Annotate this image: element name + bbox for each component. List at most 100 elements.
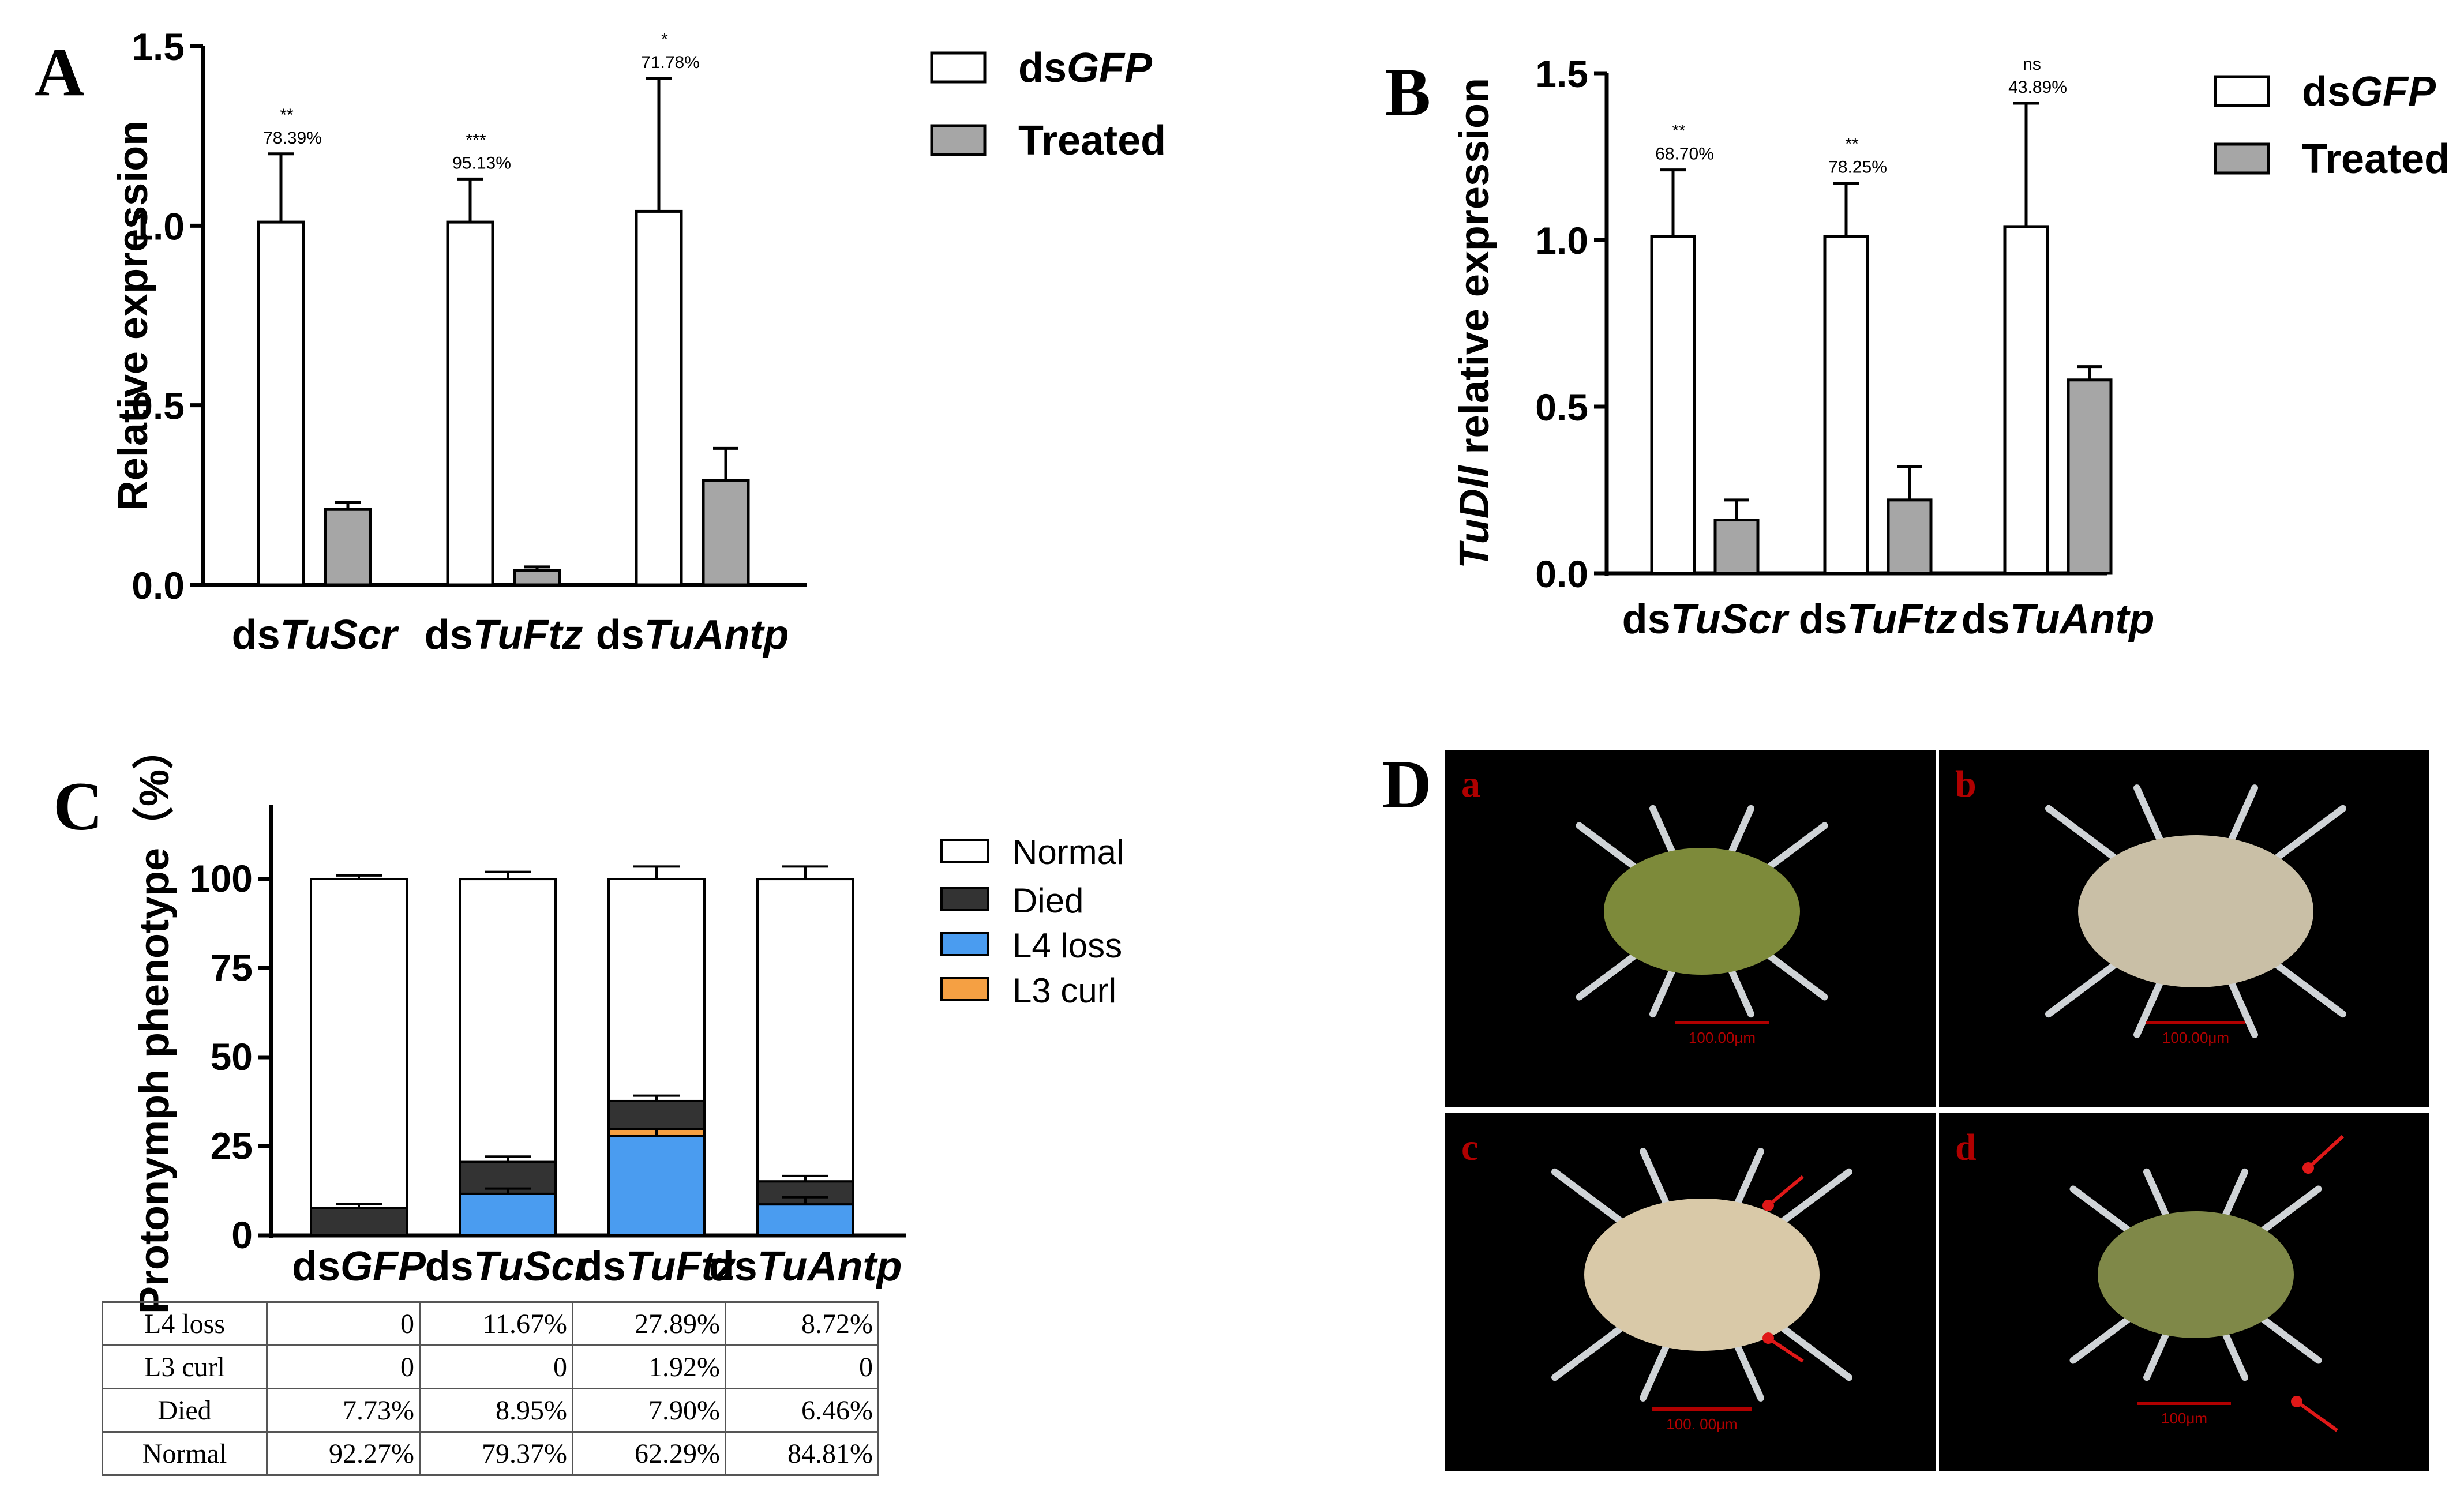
bar-b-dsgfp	[2003, 225, 2049, 575]
significance-label-b: **	[1845, 135, 1859, 154]
y-axis-label-c: Protonymph phenotype（%）	[132, 728, 178, 1314]
mite-leg	[1757, 822, 1828, 877]
red-arrow	[1767, 1336, 1804, 1363]
bar-a-treated	[324, 508, 372, 587]
significance-label-a: **	[280, 106, 294, 125]
significance-label-a: *	[661, 30, 668, 49]
panel-label-a: A	[35, 33, 85, 110]
percent-label-a: 95.13%	[452, 153, 511, 172]
panel-label-b: B	[1385, 54, 1431, 130]
percent-label-b: 68.70%	[1655, 145, 1714, 164]
mite-body	[2078, 835, 2313, 987]
mite-leg	[2251, 1309, 2322, 1364]
table-cell: 8.72%	[725, 1301, 879, 1346]
stack-segment-l4-loss	[756, 1203, 854, 1237]
bar-a-dsgfp	[257, 220, 305, 587]
red-arrow-head	[2291, 1396, 2302, 1407]
scale-bar: 100. 00μm	[1644, 1407, 1760, 1433]
legend-swatch-c	[940, 839, 989, 863]
bar-b-dsgfp	[1823, 235, 1869, 575]
y-tick-label-c: 50	[211, 1035, 253, 1078]
stack-segment-died	[607, 1099, 706, 1130]
legend-swatch-c	[940, 932, 989, 956]
stack-segment-l4-loss	[459, 1192, 557, 1237]
mite-photo-c: c 100. 00μm	[1445, 1113, 1936, 1471]
table-row: Died 7.73% 8.95% 7.90% 6.46%	[102, 1388, 879, 1433]
y-tick-label-c: 100	[189, 857, 253, 900]
legend-swatch-c	[940, 887, 989, 911]
x-category-label-c: dsTuScr	[425, 1244, 593, 1290]
red-arrow-head	[1762, 1200, 1774, 1211]
scale-bar-label: 100.00μm	[2162, 1029, 2230, 1046]
percent-label-b: 78.25%	[1828, 158, 1887, 177]
scale-bar-label: 100μm	[2161, 1410, 2208, 1427]
table-cell: 8.95%	[419, 1388, 573, 1433]
mite-photo-d: d 100μm	[1939, 1113, 2429, 1471]
table-row: L3 curl 0 0 1.92% 0	[102, 1344, 879, 1389]
table-cell: 7.90%	[572, 1388, 726, 1433]
mite-leg	[1769, 1168, 1852, 1233]
x-category-label-b: dsTuScr	[1622, 596, 1790, 643]
table-cell: 0	[266, 1301, 421, 1346]
y-tick-label-a: 1.5	[132, 25, 185, 68]
photo-label: d	[1955, 1126, 1977, 1169]
mite-leg	[2263, 805, 2346, 869]
x-category-label-a: dsTuScr	[232, 612, 400, 658]
scale-bar-label: 100. 00μm	[1666, 1415, 1738, 1433]
photo-label: b	[1955, 763, 1977, 805]
mite-illustration	[1576, 805, 1828, 1018]
scale-bar-line	[1652, 1407, 1752, 1411]
percent-label-a: 71.78%	[641, 53, 700, 72]
red-arrow-head	[1762, 1332, 1774, 1344]
mite-leg	[2263, 953, 2346, 1018]
red-arrow	[2296, 1400, 2338, 1432]
y-axis-label-b: TuDll relative expression	[1452, 78, 1498, 569]
stack-segment-normal	[459, 878, 557, 1163]
legend-label-b: dsGFP	[2302, 69, 2436, 115]
legend-swatch-a	[930, 124, 987, 156]
mite-leg	[1576, 946, 1647, 1001]
x-category-label-a: dsTuFtz	[425, 612, 583, 658]
scale-bar: 100.00μm	[2138, 1021, 2253, 1047]
mite-leg	[1576, 822, 1647, 877]
mite-body	[2098, 1211, 2294, 1338]
mite-leg	[2069, 1309, 2140, 1364]
y-tick-label-c: 0	[231, 1214, 253, 1256]
percent-label-a: 78.39%	[263, 129, 322, 148]
stack-segment-died	[310, 1207, 408, 1237]
scale-bar: 100.00μm	[1667, 1021, 1777, 1047]
legend-swatch-a	[930, 51, 987, 84]
mite-body	[1604, 848, 1800, 975]
red-arrow-head	[2302, 1162, 2314, 1174]
panel-label-c: C	[53, 768, 103, 844]
mite-body	[1584, 1199, 1820, 1351]
mite-illustration	[2069, 1135, 2345, 1432]
table-row: L4 loss 0 11.67% 27.89% 8.72%	[102, 1301, 879, 1346]
mite-leg	[2069, 1185, 2140, 1240]
significance-label-a: ***	[466, 130, 486, 149]
table-cell: 0	[419, 1344, 573, 1389]
stack-segment-normal	[756, 878, 854, 1183]
y-tick-label-b: 0.0	[1535, 553, 1588, 595]
mite-leg	[2045, 805, 2129, 869]
y-axis-label-a: Relative expression	[110, 121, 156, 510]
table-cell: 6.46%	[725, 1388, 879, 1433]
legend-label-c: L4 loss	[1012, 926, 1122, 965]
stack-segment-l4-loss	[607, 1135, 706, 1237]
bar-a-treated	[702, 479, 750, 587]
legend-label-a: Treated	[1018, 118, 1166, 164]
y-tick-label-a: 0.0	[132, 564, 185, 607]
mite-leg	[1551, 1317, 1635, 1381]
y-tick-label-b: 0.5	[1535, 386, 1588, 429]
mite-photo-b: b 100.00μm	[1939, 750, 2429, 1107]
panel-d-label: D	[1382, 746, 1432, 822]
mite-leg	[2251, 1185, 2322, 1240]
photo-label: a	[1461, 763, 1480, 805]
y-tick-label-a: 0.5	[132, 385, 185, 427]
table-row: Normal 92.27% 79.37% 62.29% 84.81%	[102, 1431, 879, 1476]
x-category-label-a: dsTuAntp	[596, 612, 789, 658]
legend-swatch-c	[940, 977, 989, 1001]
mite-illustration	[2045, 784, 2346, 1038]
table-cell: 79.37%	[419, 1431, 573, 1476]
legend-label-c: Normal	[1012, 833, 1124, 872]
